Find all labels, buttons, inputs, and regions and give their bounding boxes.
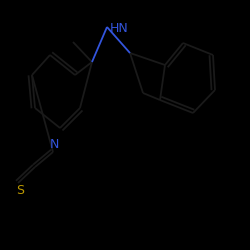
Text: N: N: [49, 138, 59, 151]
Text: S: S: [16, 184, 24, 197]
Text: HN: HN: [110, 22, 129, 35]
